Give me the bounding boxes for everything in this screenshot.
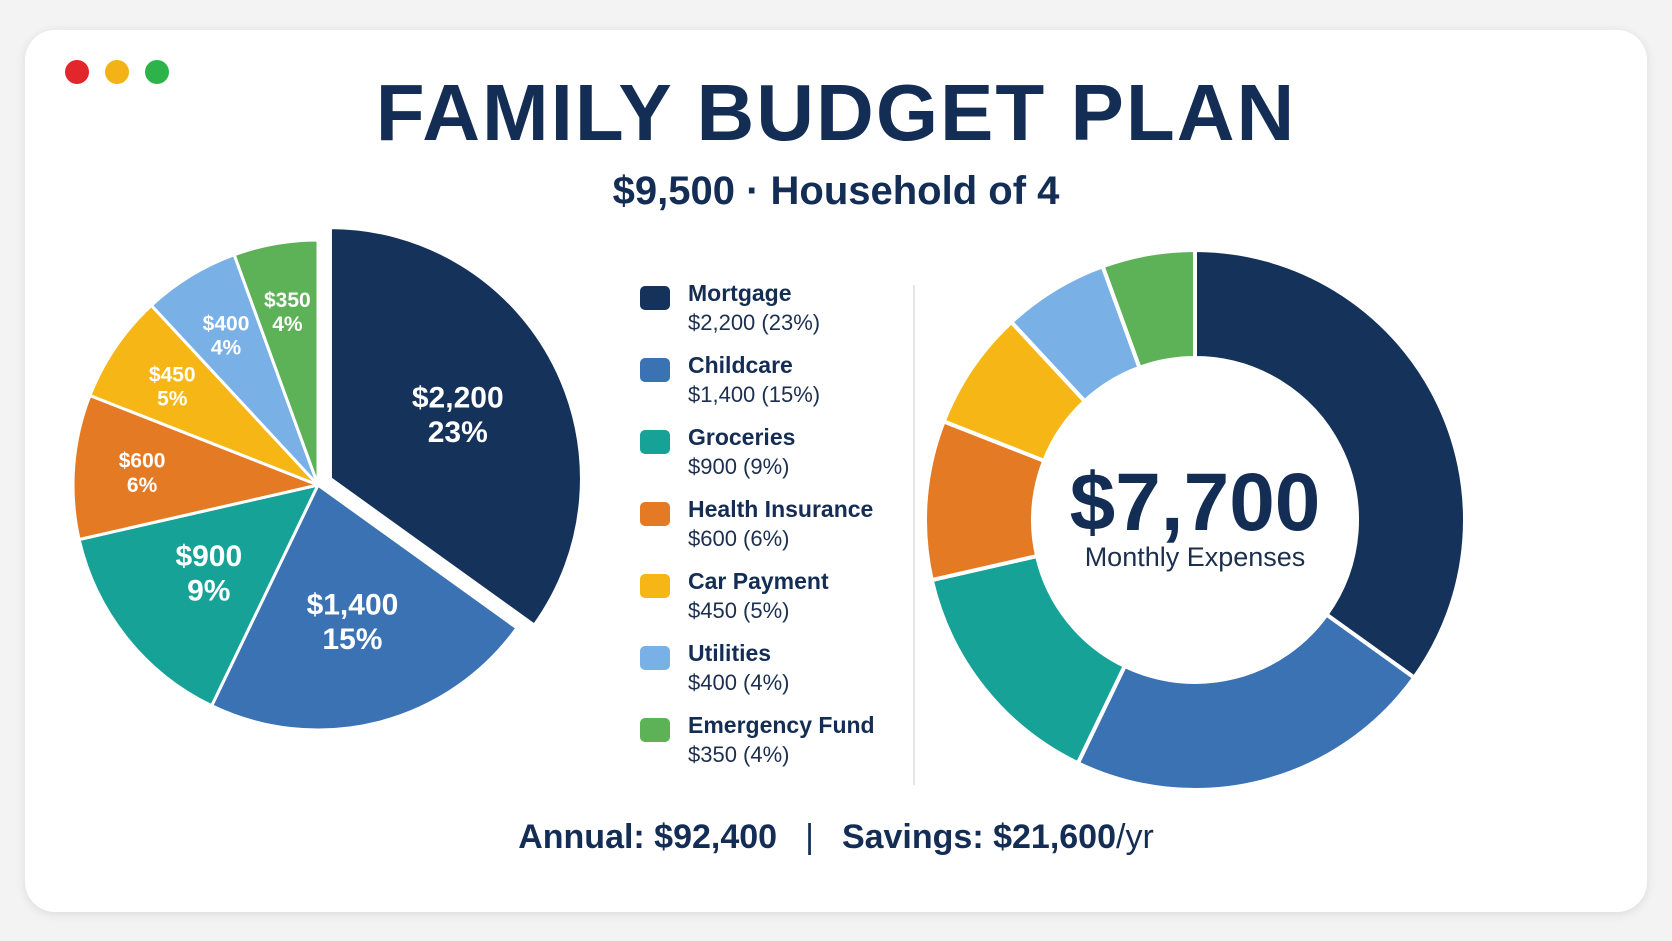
legend-value: $1,400 (15%): [688, 382, 821, 407]
footer-summary: Annual: $92,400 | Savings: $21,600/yr: [25, 818, 1647, 857]
pie-percent-label: 5%: [157, 388, 188, 411]
annual-total: Annual: $92,400: [518, 818, 778, 856]
legend-swatch: [640, 646, 670, 670]
donut-segment-emergency-fund[interactable]: [1100, 248, 1197, 370]
pie-slice-mortgage[interactable]: [328, 226, 583, 627]
donut-segment-mortgage[interactable]: [1193, 248, 1467, 680]
legend-swatch: [640, 574, 670, 598]
legend-item-utilities[interactable]: Utilities $400 (4%): [640, 640, 930, 710]
legend-value: $450 (5%): [688, 598, 790, 623]
legend-name: Emergency Fund: [688, 712, 875, 738]
legend-name: Health Insurance: [688, 496, 874, 522]
legend-swatch: [640, 430, 670, 454]
pie-value-label: $1,400: [307, 588, 399, 621]
pie-slice-car-payment[interactable]: [88, 303, 320, 487]
pie-slice-emergency-fund[interactable]: [232, 238, 320, 487]
legend-swatch: [640, 718, 670, 742]
pie-percent-label: 4%: [272, 313, 303, 336]
legend-value: $2,200 (23%): [688, 310, 821, 335]
pie-value-label: $350: [264, 289, 311, 312]
donut-segment-childcare[interactable]: [1075, 612, 1417, 792]
donut-center-caption: Monthly Expenses: [1084, 542, 1306, 572]
legend-name: Groceries: [688, 424, 796, 450]
legend-value: $900 (9%): [688, 454, 790, 479]
pie-percent-label: 23%: [428, 416, 488, 449]
legend-item-childcare[interactable]: Childcare $1,400 (15%): [640, 352, 930, 422]
legend-name: Childcare: [688, 352, 793, 378]
pie-value-label: $2,200: [412, 381, 504, 414]
expense-donut-chart: [923, 248, 1467, 792]
pie-value-label: $600: [119, 450, 166, 473]
legend-item-car-payment[interactable]: Car Payment $450 (5%): [640, 568, 930, 638]
pie-percent-label: 9%: [187, 575, 230, 608]
pie-value-label: $450: [149, 363, 196, 386]
legend-item-health-insurance[interactable]: Health Insurance $600 (6%): [640, 496, 930, 566]
pie-slice-health-insurance[interactable]: [71, 393, 320, 542]
maximize-dot[interactable]: [145, 60, 169, 84]
pie-percent-label: 6%: [127, 474, 158, 497]
footer-separator: |: [805, 818, 814, 856]
window-controls: [65, 60, 169, 84]
pie-percent-label: 4%: [211, 336, 242, 359]
legend-name: Car Payment: [688, 568, 829, 594]
pie-percent-label: 15%: [322, 623, 382, 656]
pie-slice-groceries[interactable]: [77, 483, 320, 708]
legend-value: $400 (4%): [688, 670, 790, 695]
legend-name: Mortgage: [688, 280, 792, 306]
savings-total: Savings: $21,600: [841, 818, 1116, 856]
section-divider: [913, 285, 915, 785]
legend-swatch: [640, 358, 670, 382]
legend-item-groceries[interactable]: Groceries $900 (9%): [640, 424, 930, 494]
pie-slice-childcare[interactable]: [210, 483, 519, 732]
page-subtitle: $9,500 · Household of 4: [612, 169, 1060, 213]
app-window: FAMILY BUDGET PLAN $9,500 · Household of…: [25, 30, 1647, 912]
page-title: FAMILY BUDGET PLAN: [375, 68, 1297, 157]
legend-value: $600 (6%): [688, 526, 790, 551]
pie-value-label: $400: [203, 312, 250, 335]
minimize-dot[interactable]: [105, 60, 129, 84]
legend-value: $350 (4%): [688, 742, 790, 767]
legend-swatch: [640, 286, 670, 310]
close-dot[interactable]: [65, 60, 89, 84]
donut-center-amount: $7,700: [1069, 457, 1321, 548]
legend-name: Utilities: [688, 640, 772, 666]
legend-item-emergency-fund[interactable]: Emergency Fund $350 (4%): [640, 712, 930, 782]
savings-unit: /yr: [1116, 818, 1154, 856]
legend-item-mortgage[interactable]: Mortgage $2,200 (23%): [640, 280, 930, 350]
legend-swatch: [640, 502, 670, 526]
pie-value-label: $900: [175, 540, 242, 573]
